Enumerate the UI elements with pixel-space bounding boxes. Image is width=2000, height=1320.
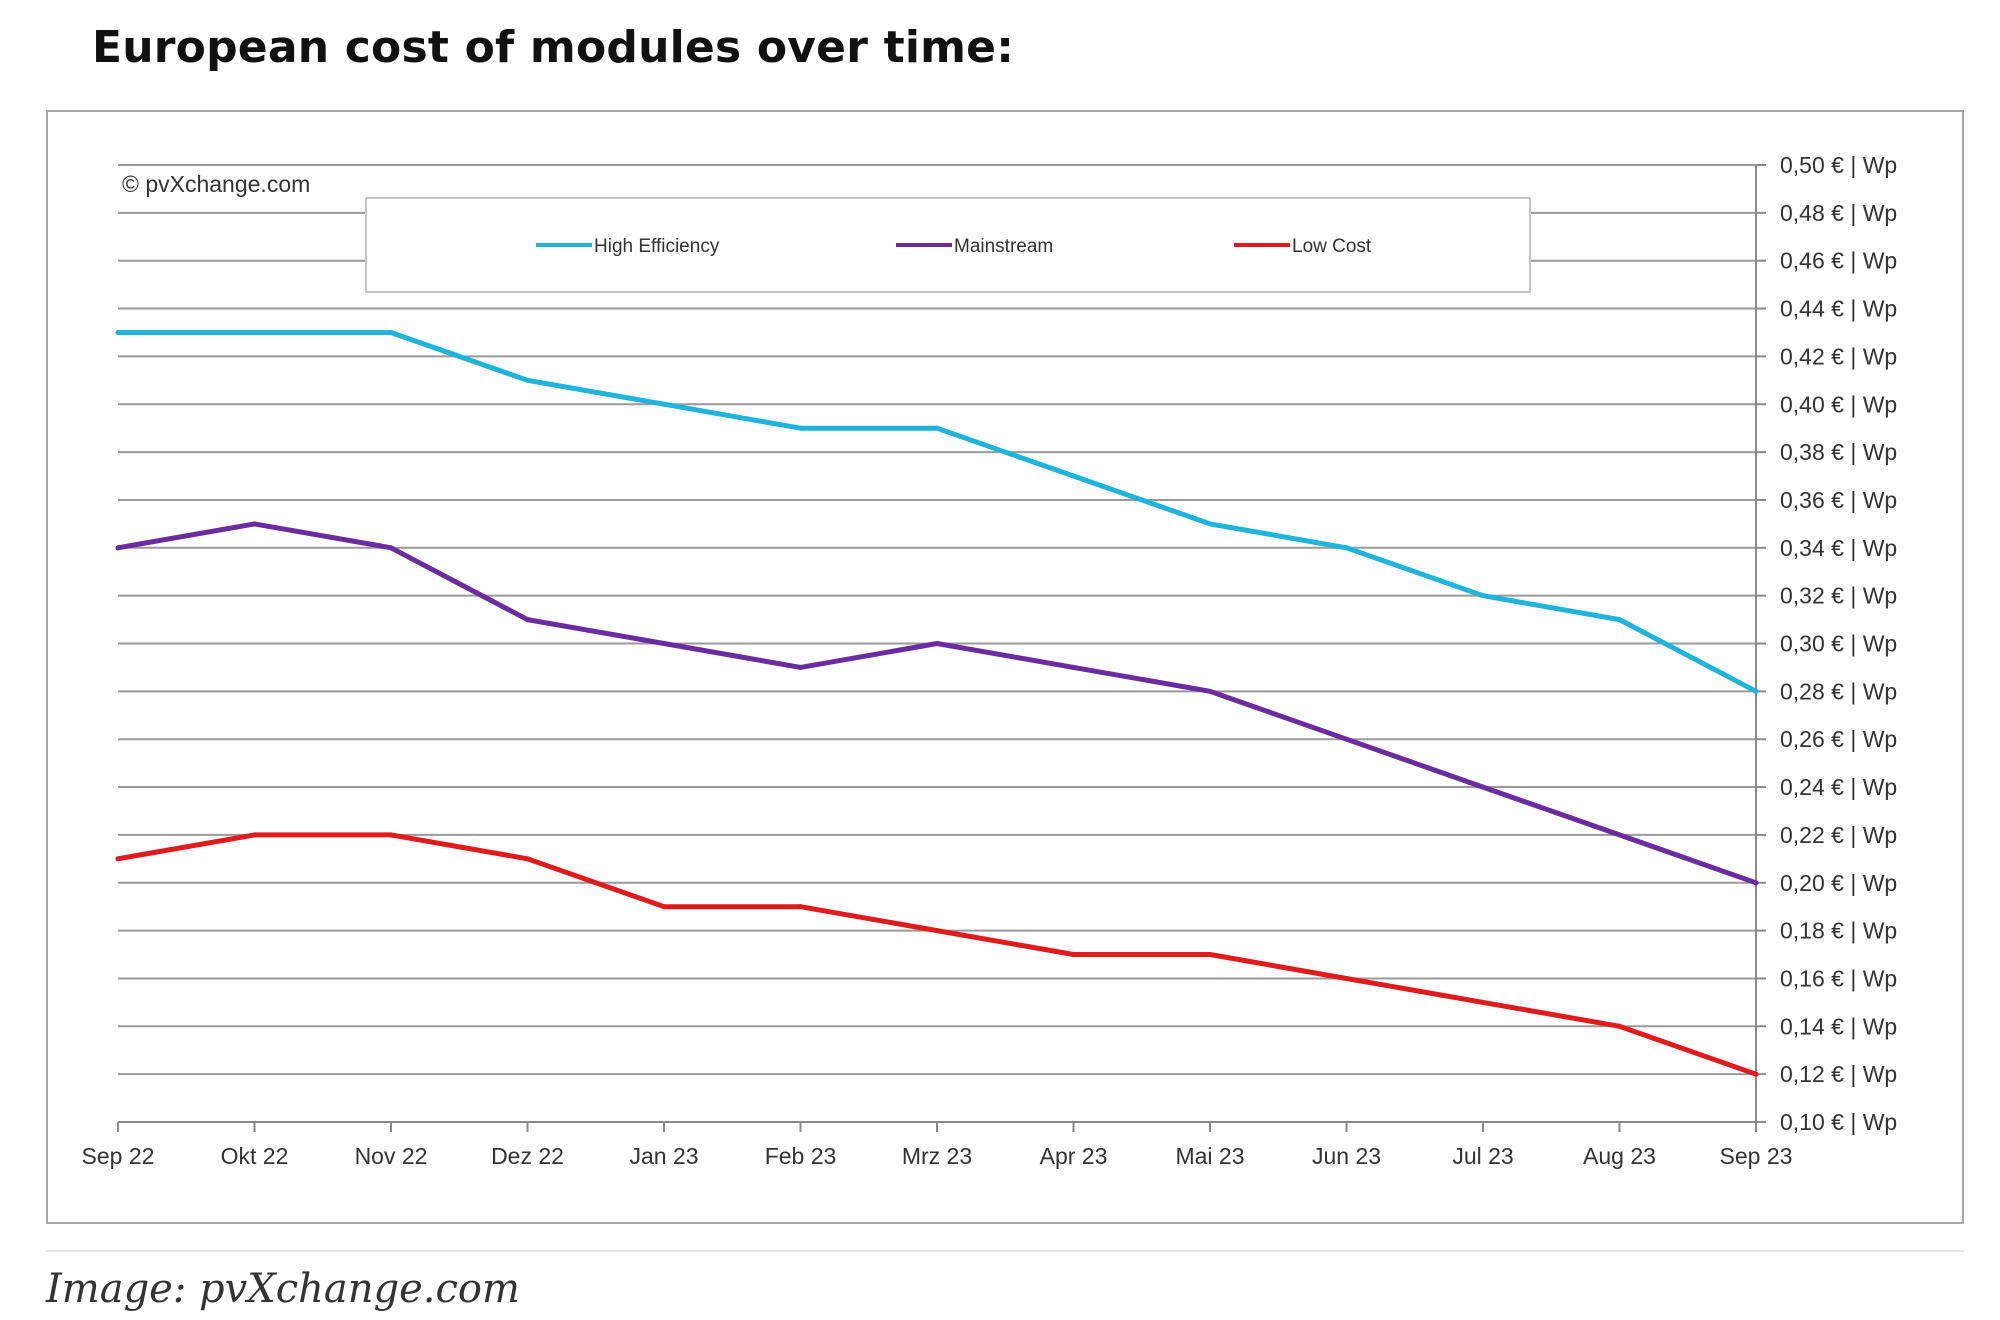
data-point [661,641,667,646]
data-point [934,641,940,646]
y-tick-label: 0,46 € | Wp [1780,248,1897,274]
y-tick-label: 0,30 € | Wp [1780,631,1897,657]
x-tick-label: Aug 23 [1583,1143,1656,1169]
y-tick-label: 0,34 € | Wp [1780,535,1897,561]
data-point [1617,617,1622,623]
data-point [525,377,530,383]
x-tick-label: Jan 23 [629,1143,698,1169]
y-tick-label: 0,42 € | Wp [1780,343,1897,369]
y-tick-label: 0,40 € | Wp [1780,391,1897,417]
data-point [934,928,940,934]
y-tick-label: 0,28 € | Wp [1780,678,1897,704]
data-point [1753,688,1759,694]
data-point [525,617,530,623]
y-tick-label: 0,26 € | Wp [1780,726,1897,752]
data-point [1071,952,1076,958]
data-point [1480,784,1486,790]
caption-divider [46,1250,1964,1252]
legend-label: Low Cost [1292,236,1372,257]
data-point [1480,999,1486,1005]
y-tick-label: 0,38 € | Wp [1780,439,1897,465]
data-point [388,329,394,335]
data-point [1207,688,1213,694]
data-point [115,329,121,335]
series-line-1 [115,330,1759,694]
x-tick-label: Apr 23 [1040,1143,1108,1169]
y-tick-label: 0,10 € | Wp [1780,1109,1897,1135]
legend-label: High Efficiency [594,236,720,257]
data-point [934,425,940,431]
x-tick-label: Sep 23 [1720,1143,1793,1169]
data-point [661,401,667,407]
chart-frame [46,110,1964,1224]
y-tick-label: 0,44 € | Wp [1780,296,1897,322]
image-caption: Image: pvXchange.com [46,1266,520,1312]
x-tick-label: Sep 22 [82,1143,155,1169]
y-tick-label: 0,12 € | Wp [1780,1061,1897,1087]
page-title: European cost of modules over time: [92,22,1015,73]
x-tick-label: Nov 22 [355,1143,428,1169]
series [115,329,1759,1077]
x-tick-label: Mrz 23 [902,1143,972,1169]
data-point [115,856,121,862]
x-tick-label: Dez 22 [491,1143,564,1169]
y-tick-labels: 0,10 € | Wp 0,12 € | Wp 0,14 € | Wp 0,16 € … [1780,152,1897,1135]
data-point [388,545,394,551]
data-point [798,425,803,431]
y-tick-label: 0,18 € | Wp [1780,918,1897,944]
data-point [1753,1071,1759,1077]
y-tick-label: 0,24 € | Wp [1780,774,1897,800]
data-point [1207,952,1213,958]
y-tick-label: 0,14 € | Wp [1780,1013,1897,1039]
data-point [252,329,257,335]
data-point [525,856,530,862]
data-point [1071,473,1076,479]
series-line-2 [115,521,1759,886]
data-point [1207,521,1213,527]
data-point [252,832,257,838]
data-point [1753,880,1759,886]
data-point [1617,1023,1622,1029]
data-point [388,832,394,838]
y-tick-label: 0,20 € | Wp [1780,870,1897,896]
axes [117,164,1766,1132]
y-tick-label: 0,32 € | Wp [1780,583,1897,609]
legend: High Efficiency Mainstream Low Cost [365,197,1531,293]
data-point [115,545,121,551]
y-tick-label: 0,50 € | Wp [1780,152,1897,178]
data-point [1344,975,1349,981]
x-tick-label: Jul 23 [1452,1143,1513,1169]
data-point [798,664,803,670]
data-point [1617,832,1622,838]
x-tick-labels: Sep 22 Okt 22 Nov 22 Dez 22 Jan 23 Feb 23 Mrz … [82,1143,1793,1169]
y-tick-label: 0,22 € | Wp [1780,822,1897,848]
legend-label: Mainstream [954,236,1053,257]
x-tick-label: Okt 22 [221,1143,289,1169]
x-tick-label: Feb 23 [765,1143,837,1169]
x-tick-label: Jun 23 [1312,1143,1381,1169]
x-tick-label: Mai 23 [1175,1143,1244,1169]
y-tick-label: 0,16 € | Wp [1780,965,1897,991]
data-point [1344,736,1349,742]
data-point [1071,664,1076,670]
series-line-3 [115,832,1759,1077]
data-point [252,521,257,527]
y-tick-label: 0,48 € | Wp [1780,200,1897,226]
data-point [1480,593,1486,599]
data-point [661,904,667,910]
data-point [1344,545,1349,551]
chart-credit: © pvXchange.com [122,171,310,197]
data-point [798,904,803,910]
y-tick-label: 0,36 € | Wp [1780,487,1897,513]
